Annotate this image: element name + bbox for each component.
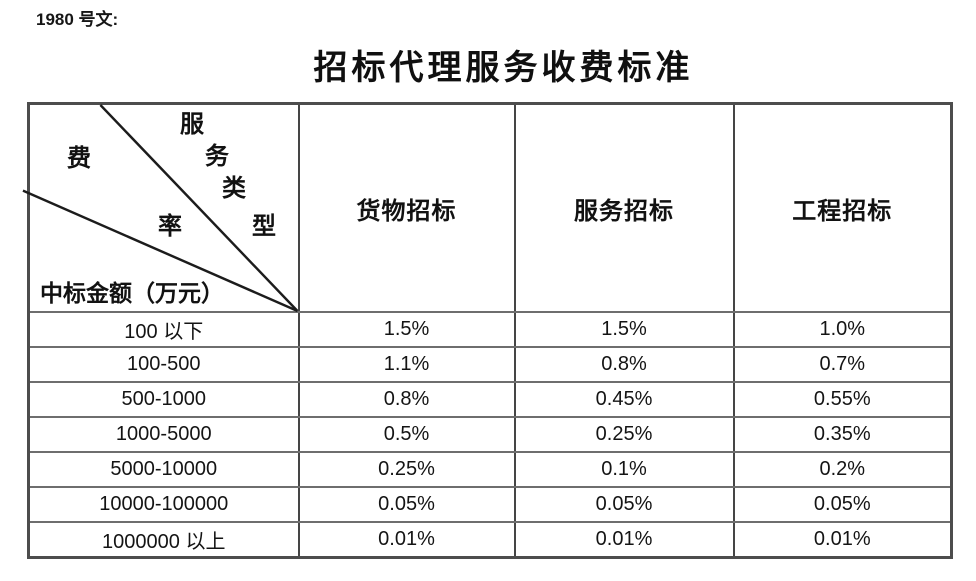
rate-cell: 0.2%: [732, 451, 953, 488]
service-type-char: 型: [252, 214, 276, 240]
rate-cell: 0.05%: [732, 486, 953, 523]
rate-cell: 0.8%: [297, 381, 516, 418]
rate-cell: 0.35%: [732, 416, 953, 453]
row-label-cell: 10000-100000: [27, 486, 300, 523]
page-title: 招标代理服务收费标准: [313, 50, 694, 87]
fee-rate-char: 率: [158, 214, 182, 240]
row-label-cell: 5000-10000: [27, 451, 300, 488]
rate-cell: 0.8%: [513, 346, 735, 383]
rate-cell: 1.0%: [732, 311, 953, 348]
rate-cell: 0.01%: [732, 521, 953, 558]
table-row: 100 以下 1.5% 1.5% 1.0%: [27, 311, 953, 348]
service-type-char: 类: [222, 176, 246, 202]
fee-table-container: 服 务 类 型 费 率 中标金额（万元） 货物招标 服务招标 工程招标 100 …: [22, 102, 953, 559]
diagonal-lines: [22, 104, 299, 313]
rate-cell: 0.1%: [513, 451, 735, 488]
table-row: 10000-100000 0.05% 0.05% 0.05%: [27, 486, 953, 523]
amount-axis-label: 中标金额（万元）: [40, 280, 224, 306]
rate-cell: 1.5%: [513, 311, 735, 348]
table-row: 500-1000 0.8% 0.45% 0.55%: [27, 381, 953, 418]
fee-rate-char: 费: [67, 146, 91, 172]
rate-cell: 0.25%: [297, 451, 516, 488]
table-header-row: 服 务 类 型 费 率 中标金额（万元） 货物招标 服务招标 工程招标: [22, 102, 953, 313]
table-row: 1000-5000 0.5% 0.25% 0.35%: [27, 416, 953, 453]
table-row: 100-500 1.1% 0.8% 0.7%: [27, 346, 953, 383]
table-row: 5000-10000 0.25% 0.1% 0.2%: [27, 451, 953, 488]
row-label-cell: 500-1000: [27, 381, 300, 418]
column-header-service-bidding: 服务招标: [513, 102, 735, 313]
rate-cell: 0.45%: [513, 381, 735, 418]
service-type-char: 务: [205, 144, 229, 170]
rate-cell: 1.1%: [297, 346, 516, 383]
rate-cell: 0.7%: [732, 346, 953, 383]
rate-cell: 0.25%: [513, 416, 735, 453]
rate-cell: 0.01%: [297, 521, 516, 558]
row-label-cell: 100-500: [27, 346, 300, 383]
rate-cell: 0.05%: [513, 486, 735, 523]
rate-cell: 0.5%: [297, 416, 516, 453]
column-header-works-bidding: 工程招标: [732, 102, 953, 313]
diagonal-corner-cell: 服 务 类 型 费 率 中标金额（万元）: [22, 102, 300, 313]
column-header-goods-bidding: 货物招标: [297, 102, 516, 313]
fee-table: 服 务 类 型 费 率 中标金额（万元） 货物招标 服务招标 工程招标 100 …: [22, 102, 953, 559]
row-label-cell: 1000000 以上: [27, 521, 300, 558]
rate-cell: 0.05%: [297, 486, 516, 523]
row-label-cell: 1000-5000: [27, 416, 300, 453]
rate-cell: 0.01%: [513, 521, 735, 558]
doc-ref-number: 1980 号文:: [36, 10, 119, 29]
rate-cell: 0.55%: [732, 381, 953, 418]
rate-cell: 1.5%: [297, 311, 516, 348]
row-label-cell: 100 以下: [27, 311, 300, 348]
diagonal-corner-box: 服 务 类 型 费 率 中标金额（万元）: [22, 104, 299, 313]
table-row: 1000000 以上 0.01% 0.01% 0.01%: [27, 521, 953, 558]
service-type-char: 服: [180, 112, 204, 138]
